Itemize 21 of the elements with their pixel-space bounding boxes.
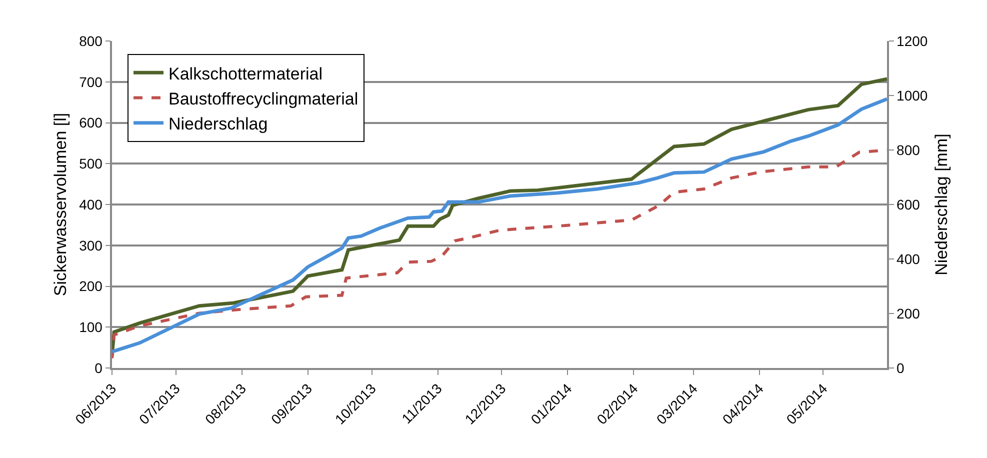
y-axis-title: Sickerwasservolumen [l] — [51, 112, 70, 296]
y2-tick-label: 400 — [896, 250, 920, 267]
legend-label: Kalkschottermaterial — [168, 64, 323, 84]
y2-tick-label: 1200 — [896, 32, 928, 49]
legend-label: Baustoffrecyclingmaterial — [168, 89, 358, 108]
y-tick-label: 300 — [79, 237, 103, 254]
y-tick-label: 800 — [79, 32, 103, 49]
y-tick-label: 600 — [79, 114, 103, 131]
y2-axis-title: Niederschlag [mm] — [932, 134, 951, 276]
y-tick-label: 100 — [79, 319, 103, 336]
y2-tick-label: 600 — [896, 196, 920, 212]
y-tick-label: 200 — [79, 278, 103, 294]
y2-tick-label: 800 — [896, 142, 920, 158]
y-tick-label: 400 — [79, 196, 103, 212]
y2-tick-label: 0 — [896, 360, 905, 376]
y2-tick-label: 200 — [896, 305, 920, 322]
y-tick-label: 0 — [94, 360, 103, 376]
legend-label: Niederschlag — [168, 114, 268, 134]
y-tick-label: 700 — [79, 74, 103, 90]
y-tick-label: 500 — [79, 156, 103, 172]
y2-tick-label: 1000 — [896, 87, 928, 104]
